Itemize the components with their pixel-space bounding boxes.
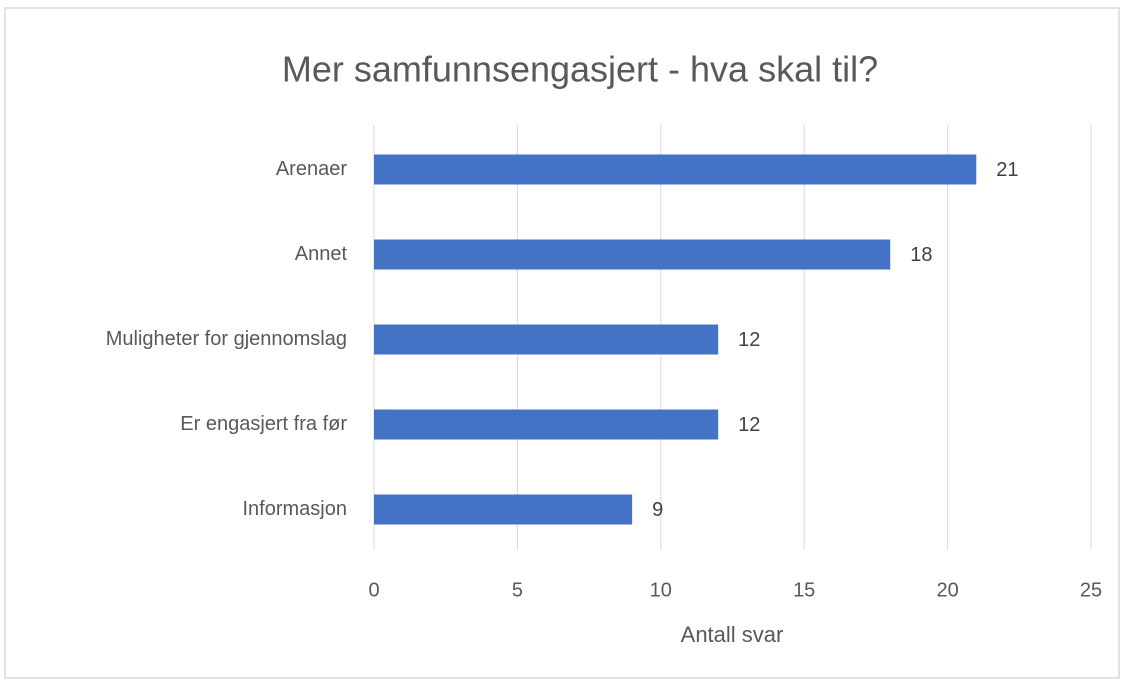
bar xyxy=(374,324,719,355)
data-label: 21 xyxy=(996,159,1018,181)
bar xyxy=(374,154,977,185)
x-axis-label: Antall svar xyxy=(681,622,784,647)
x-tick-label: 15 xyxy=(793,579,815,601)
y-tick-label: Arenaer xyxy=(276,158,347,180)
data-label: 12 xyxy=(738,329,760,351)
x-tick-label: 25 xyxy=(1080,579,1102,601)
y-tick-label: Er engasjert fra før xyxy=(180,413,347,435)
x-tick-label: 20 xyxy=(936,579,958,601)
bar xyxy=(374,494,633,525)
x-tick-label: 5 xyxy=(512,579,523,601)
bar xyxy=(374,239,891,270)
y-tick-label: Informasjon xyxy=(243,498,348,520)
chart-title: Mer samfunnsengasjert - hva skal til? xyxy=(282,49,878,90)
bar xyxy=(374,409,719,440)
data-label: 9 xyxy=(652,499,663,521)
data-label: 18 xyxy=(910,244,932,266)
x-tick-label: 10 xyxy=(650,579,672,601)
x-tick-label: 0 xyxy=(368,579,379,601)
data-label: 12 xyxy=(738,414,760,436)
y-tick-label: Muligheter for gjennomslag xyxy=(106,328,347,350)
y-tick-label: Annet xyxy=(295,243,348,265)
